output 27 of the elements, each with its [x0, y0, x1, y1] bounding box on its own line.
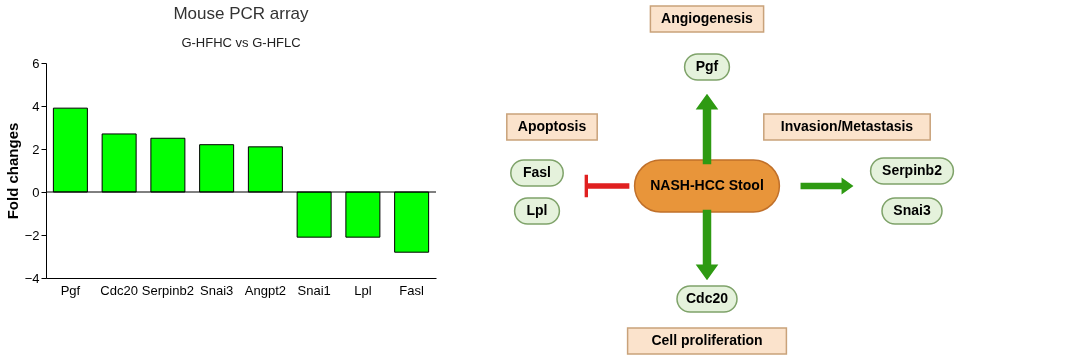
y-tick-label: 6 — [32, 55, 40, 71]
text: Apoptosis — [517, 118, 587, 134]
y-tick-label: 4 — [32, 98, 40, 114]
chart-subtitle: G-HFHC vs G-HFLC — [181, 35, 301, 50]
x-tick-label: Lpl — [354, 282, 372, 298]
x-tick-label: Snai1 — [297, 282, 331, 298]
y-tick-label: 0 — [32, 184, 40, 200]
x-tick-label: Angpt2 — [244, 282, 286, 298]
x-tick-label: Serpinb2 — [141, 282, 194, 298]
text: Invasion/Metastasis — [780, 118, 914, 134]
x-tick-label: Snai3 — [200, 282, 234, 298]
x-tick-label: Fasl — [399, 282, 425, 298]
y-axis-title: Fold changes — [3, 122, 21, 220]
text: Pgf — [695, 58, 719, 74]
text: Snai3 — [893, 202, 931, 218]
text: Serpinb2 — [882, 162, 943, 178]
y-tick-label: −4 — [24, 270, 40, 286]
text: Lpl — [526, 202, 548, 218]
text: NASH-HCC Stool — [650, 177, 764, 193]
x-tick-label: Cdc20 — [100, 282, 138, 298]
y-tick-label: −2 — [24, 227, 40, 243]
text: Angiogenesis — [661, 10, 754, 26]
text: Cell proliferation — [651, 332, 763, 348]
chart-title: Mouse PCR array — [173, 4, 310, 23]
text: Fasl — [522, 164, 552, 180]
y-tick-label: 2 — [32, 141, 40, 157]
x-tick-label: Pgf — [60, 282, 81, 298]
